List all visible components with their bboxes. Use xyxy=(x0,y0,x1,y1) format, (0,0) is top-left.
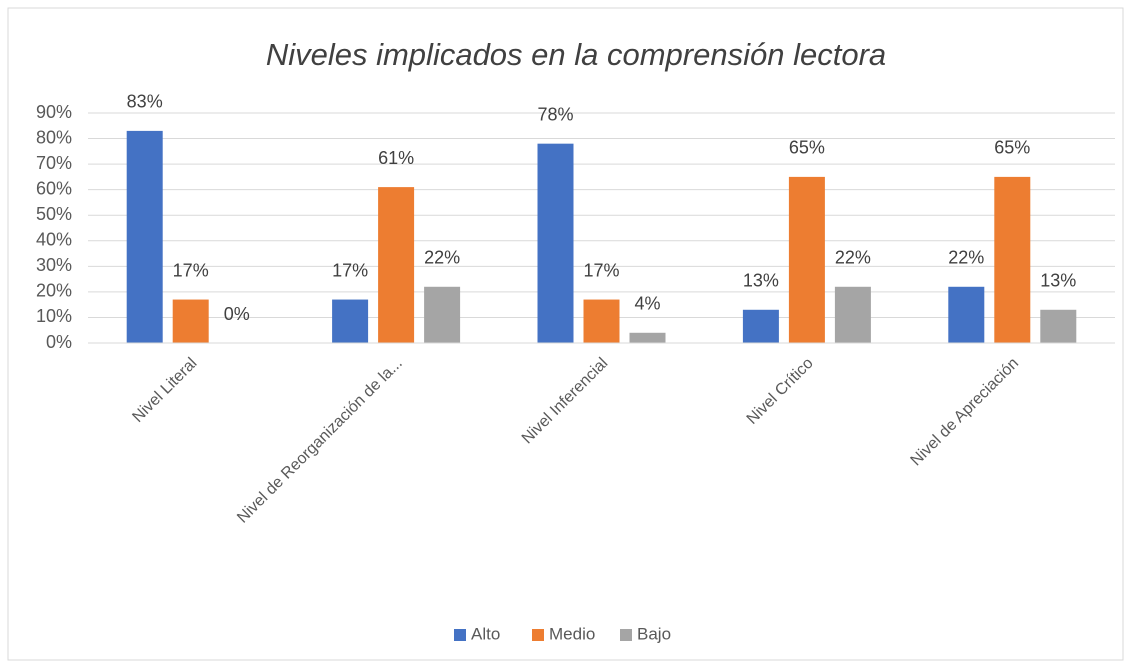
data-label: 0% xyxy=(224,304,250,324)
data-label: 22% xyxy=(948,248,984,268)
bar xyxy=(126,130,163,343)
data-label: 13% xyxy=(743,271,779,291)
legend-swatch xyxy=(620,629,632,641)
data-label: 65% xyxy=(994,138,1030,158)
legend-label: Alto xyxy=(471,624,500,643)
data-label: 4% xyxy=(634,294,660,314)
data-label: 22% xyxy=(835,248,871,268)
y-tick-label: 90% xyxy=(36,102,72,122)
bar xyxy=(424,286,461,343)
legend-label: Bajo xyxy=(637,624,671,643)
y-tick-label: 50% xyxy=(36,204,72,224)
bar xyxy=(378,187,415,343)
y-tick-label: 60% xyxy=(36,178,72,198)
y-tick-label: 10% xyxy=(36,306,72,326)
legend-swatch xyxy=(454,629,466,641)
bar xyxy=(172,299,209,343)
bar xyxy=(834,286,871,343)
chart-title: Niveles implicados en la comprensión lec… xyxy=(266,37,886,72)
bar xyxy=(948,286,985,343)
data-label: 17% xyxy=(332,260,368,280)
y-tick-label: 20% xyxy=(36,281,72,301)
y-tick-label: 70% xyxy=(36,153,72,173)
bar xyxy=(742,309,779,343)
legend-label: Medio xyxy=(549,624,595,643)
y-tick-label: 80% xyxy=(36,127,72,147)
bar xyxy=(583,299,620,343)
bar xyxy=(994,176,1031,343)
y-tick-label: 30% xyxy=(36,255,72,275)
bar xyxy=(332,299,369,343)
bar xyxy=(537,143,574,343)
data-label: 65% xyxy=(789,138,825,158)
y-tick-label: 0% xyxy=(46,332,72,352)
data-label: 17% xyxy=(173,260,209,280)
legend-swatch xyxy=(532,629,544,641)
bar xyxy=(1040,309,1077,343)
bar xyxy=(788,176,825,343)
data-label: 78% xyxy=(537,104,573,124)
data-label: 17% xyxy=(583,260,619,280)
data-label: 83% xyxy=(127,92,163,112)
y-tick-label: 40% xyxy=(36,230,72,250)
bar xyxy=(629,332,666,343)
data-label: 22% xyxy=(424,248,460,268)
data-label: 61% xyxy=(378,148,414,168)
data-label: 13% xyxy=(1040,271,1076,291)
